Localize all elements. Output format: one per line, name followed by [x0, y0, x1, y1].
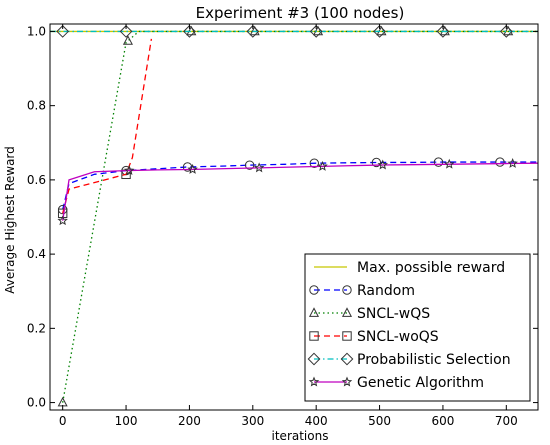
- x-tick-label-5: 500: [368, 414, 391, 428]
- x-tick-label-1: 100: [115, 414, 138, 428]
- legend-label-1: Random: [357, 283, 415, 299]
- legend-marker-b-3: [342, 331, 352, 341]
- legend-label-3: SNCL-woQS: [357, 329, 439, 345]
- series-5-marker-6: [444, 158, 455, 169]
- series-5-marker-2: [187, 163, 198, 174]
- series-4-marker-3: [246, 25, 260, 38]
- series-1-marker-6: [433, 157, 444, 167]
- x-tick-label-2: 200: [178, 414, 201, 428]
- axes-layer: 0 100 200 300 400 500 600 700 0.0 0.2 0.4 0.6 0.8 1.0: [27, 23, 539, 428]
- series-1: [57, 157, 538, 215]
- y-tick-label-2: 0.4: [27, 247, 46, 261]
- legend-label-4: Probabilistic Selection: [357, 352, 511, 368]
- series-5-marker-0: [57, 215, 68, 226]
- plot-frame: [49, 23, 539, 411]
- series-1-marker-7: [495, 157, 505, 167]
- series-line-5: [62, 162, 538, 221]
- series-1-marker-3: [244, 160, 255, 170]
- y-tick-label-1: 0.2: [27, 321, 46, 335]
- series-4: [50, 25, 538, 38]
- y-axis-title: Average Highest Reward: [3, 146, 17, 294]
- x-tick-label-3: 300: [241, 414, 264, 428]
- series-4-marker-0: [56, 25, 70, 38]
- series-4-marker-4: [309, 25, 323, 38]
- y-tick-label-3: 0.6: [27, 173, 46, 187]
- chart-title: Experiment #3 (100 nodes): [196, 4, 405, 22]
- legend-marker-a-2: [308, 307, 320, 317]
- y-tick-label-0: 0.0: [27, 396, 46, 410]
- x-tick-label-4: 400: [305, 414, 328, 428]
- legend-box: [304, 253, 531, 402]
- legend-label-5: Genetic Algorithm: [357, 375, 484, 391]
- legend: Max. possible reward Random SNCL-wQS SNCL-w…: [304, 253, 531, 402]
- series-layer: [50, 25, 538, 407]
- series-5-marker-7: [507, 157, 518, 168]
- legend-label-2: SNCL-wQS: [357, 306, 430, 322]
- legend-marker-a-4: [307, 352, 321, 366]
- legend-marker-a-1: [309, 285, 319, 295]
- series-1-marker-4: [309, 158, 319, 168]
- y-tick-label-4: 0.8: [27, 99, 46, 113]
- series-4-marker-2: [183, 25, 196, 38]
- x-tick-label-7: 700: [495, 414, 518, 428]
- series-2-marker-1: [122, 35, 133, 45]
- x-tick-label-6: 600: [431, 414, 454, 428]
- legend-marker-b-4: [340, 352, 354, 366]
- series-4-marker-7: [499, 25, 513, 38]
- series-4-marker-6: [436, 25, 450, 38]
- series-5-marker-4: [317, 160, 328, 171]
- series-1-marker-5: [371, 157, 382, 168]
- y-tick-label-5: 1.0: [27, 24, 46, 38]
- x-tick-label-0: 0: [59, 414, 67, 428]
- series-3: [57, 38, 153, 218]
- series-4-marker-5: [373, 25, 386, 38]
- legend-label-0: Max. possible reward: [357, 260, 505, 276]
- legend-marker-b-5: [341, 376, 353, 387]
- series-5-marker-5: [377, 159, 388, 170]
- series-4-marker-1: [119, 25, 133, 38]
- legend-marker-b-2: [341, 307, 353, 317]
- series-line-2: [62, 30, 538, 403]
- x-axis-title: iterations: [272, 429, 329, 443]
- legend-marker-a-5: [308, 376, 320, 387]
- series-5: [57, 157, 538, 226]
- legend-marker-a-3: [309, 331, 319, 341]
- series-5-marker-1: [123, 165, 135, 175]
- series-5-marker-3: [253, 162, 265, 173]
- series-line-1: [62, 161, 538, 210]
- legend-marker-b-1: [342, 285, 352, 295]
- series-line-3: [62, 38, 153, 214]
